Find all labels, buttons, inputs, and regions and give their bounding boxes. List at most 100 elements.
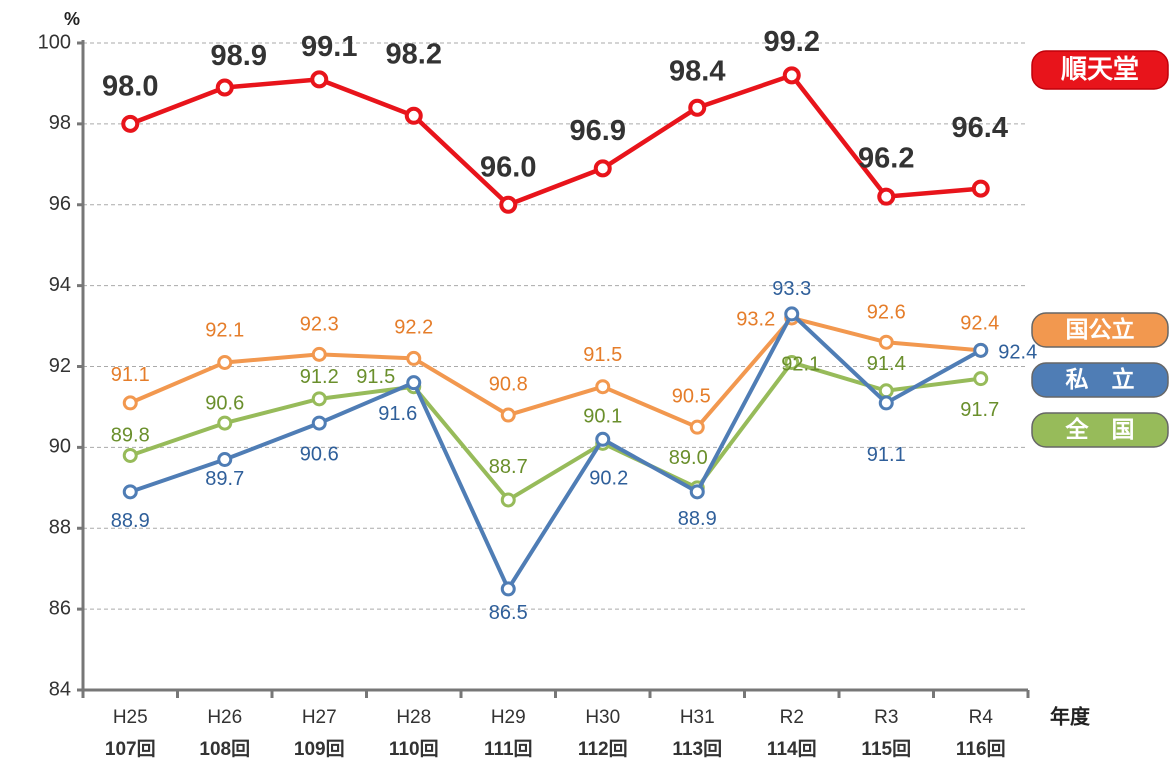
y-tick-label: 94 xyxy=(49,274,71,296)
data-label: 89.7 xyxy=(205,468,244,490)
series-0 xyxy=(121,66,990,214)
data-label: 91.1 xyxy=(867,444,906,466)
data-label: 92.6 xyxy=(867,302,906,324)
data-label: 91.7 xyxy=(960,399,999,421)
data-point xyxy=(877,187,896,206)
x-tick-sublabel: 114回 xyxy=(767,738,817,760)
x-tick-label: R4 xyxy=(969,707,994,728)
data-label: 88.7 xyxy=(489,456,528,478)
data-point xyxy=(500,492,516,508)
data-label: 90.1 xyxy=(583,406,622,428)
data-label: 98.9 xyxy=(211,40,267,72)
data-point xyxy=(217,452,233,468)
series-line xyxy=(129,311,982,591)
legend-label: 順天堂 xyxy=(1061,54,1139,84)
data-point xyxy=(122,447,138,463)
data-label: 89.8 xyxy=(111,425,150,447)
legend-label: 国公立 xyxy=(1066,316,1135,342)
series-2 xyxy=(122,306,989,597)
data-label: 90.2 xyxy=(589,468,628,490)
data-point xyxy=(689,419,705,435)
data-label: 90.5 xyxy=(672,385,711,407)
data-label: 92.4 xyxy=(960,313,999,335)
y-tick-label: 100 xyxy=(38,31,71,53)
x-tick-label: H31 xyxy=(680,707,715,728)
legend-label: 私 立 xyxy=(1066,366,1135,392)
y-tick-label: 86 xyxy=(49,597,71,619)
data-point xyxy=(878,383,894,399)
legend-label: 全 国 xyxy=(1065,416,1135,442)
data-label: 91.1 xyxy=(111,364,150,386)
x-axis-label: 年度 xyxy=(1050,704,1091,728)
data-label: 92.2 xyxy=(394,317,433,339)
y-tick-label: 92 xyxy=(49,355,71,377)
data-point xyxy=(784,306,800,322)
data-label: 91.4 xyxy=(867,353,906,375)
x-tick-label: H26 xyxy=(207,707,242,728)
data-label: 96.0 xyxy=(480,151,536,183)
data-point xyxy=(215,78,234,97)
data-label: 90.8 xyxy=(489,373,528,395)
data-label: 91.5 xyxy=(583,344,622,366)
x-tick-label: H27 xyxy=(302,707,337,728)
x-tick-sublabel: 116回 xyxy=(956,738,1006,760)
data-label: 90.6 xyxy=(205,392,244,414)
data-point xyxy=(311,415,327,431)
x-tick-label: H30 xyxy=(585,707,620,728)
data-point xyxy=(121,114,140,133)
data-label: 96.4 xyxy=(952,112,1008,144)
y-tick-label: 96 xyxy=(49,193,71,215)
data-point xyxy=(973,371,989,387)
data-point xyxy=(878,334,894,350)
x-tick-sublabel: 115回 xyxy=(861,738,911,760)
y-tick-label: 90 xyxy=(49,436,71,458)
data-point xyxy=(310,70,329,89)
data-label: 90.6 xyxy=(300,443,339,465)
data-label: 98.4 xyxy=(669,55,725,87)
data-label: 93.2 xyxy=(736,308,775,330)
data-point xyxy=(122,484,138,500)
x-tick-sublabel: 107回 xyxy=(105,738,156,760)
data-label: 96.9 xyxy=(570,115,626,147)
x-tick-sublabel: 110回 xyxy=(389,738,439,760)
data-point xyxy=(406,375,422,391)
data-point xyxy=(311,391,327,407)
data-label: 92.1 xyxy=(781,354,820,376)
data-point xyxy=(217,415,233,431)
legend-box xyxy=(1031,50,1169,90)
legend-box xyxy=(1031,412,1169,448)
x-tick-sublabel: 113回 xyxy=(672,738,722,760)
x-tick-label: R3 xyxy=(874,707,898,728)
data-point xyxy=(499,195,518,214)
data-point xyxy=(311,346,327,362)
data-label: 88.9 xyxy=(678,508,717,530)
y-unit: % xyxy=(64,9,80,29)
data-point xyxy=(878,395,894,411)
data-label: 91.6 xyxy=(378,403,417,425)
data-point xyxy=(122,395,138,411)
data-point xyxy=(404,106,423,125)
data-label: 91.2 xyxy=(300,366,339,388)
data-label: 92.3 xyxy=(300,314,339,336)
data-point xyxy=(406,350,422,366)
x-tick-label: R2 xyxy=(780,707,804,728)
legend-box xyxy=(1031,312,1169,348)
data-point xyxy=(784,354,800,370)
data-point xyxy=(688,98,707,117)
data-point xyxy=(595,431,611,447)
data-point xyxy=(217,354,233,370)
x-tick-sublabel: 109回 xyxy=(294,738,345,760)
data-label: 89.0 xyxy=(669,447,708,469)
series-3 xyxy=(122,354,989,508)
data-label: 98.2 xyxy=(386,38,442,70)
data-point xyxy=(500,581,516,597)
data-point xyxy=(971,179,990,198)
series-line xyxy=(129,360,982,502)
x-tick-sublabel: 111回 xyxy=(484,738,533,760)
series-line xyxy=(129,73,981,207)
data-point xyxy=(782,66,801,85)
x-tick-label: H25 xyxy=(113,707,148,728)
data-label: 92.4 xyxy=(998,342,1037,364)
x-tick-label: H29 xyxy=(491,707,526,728)
